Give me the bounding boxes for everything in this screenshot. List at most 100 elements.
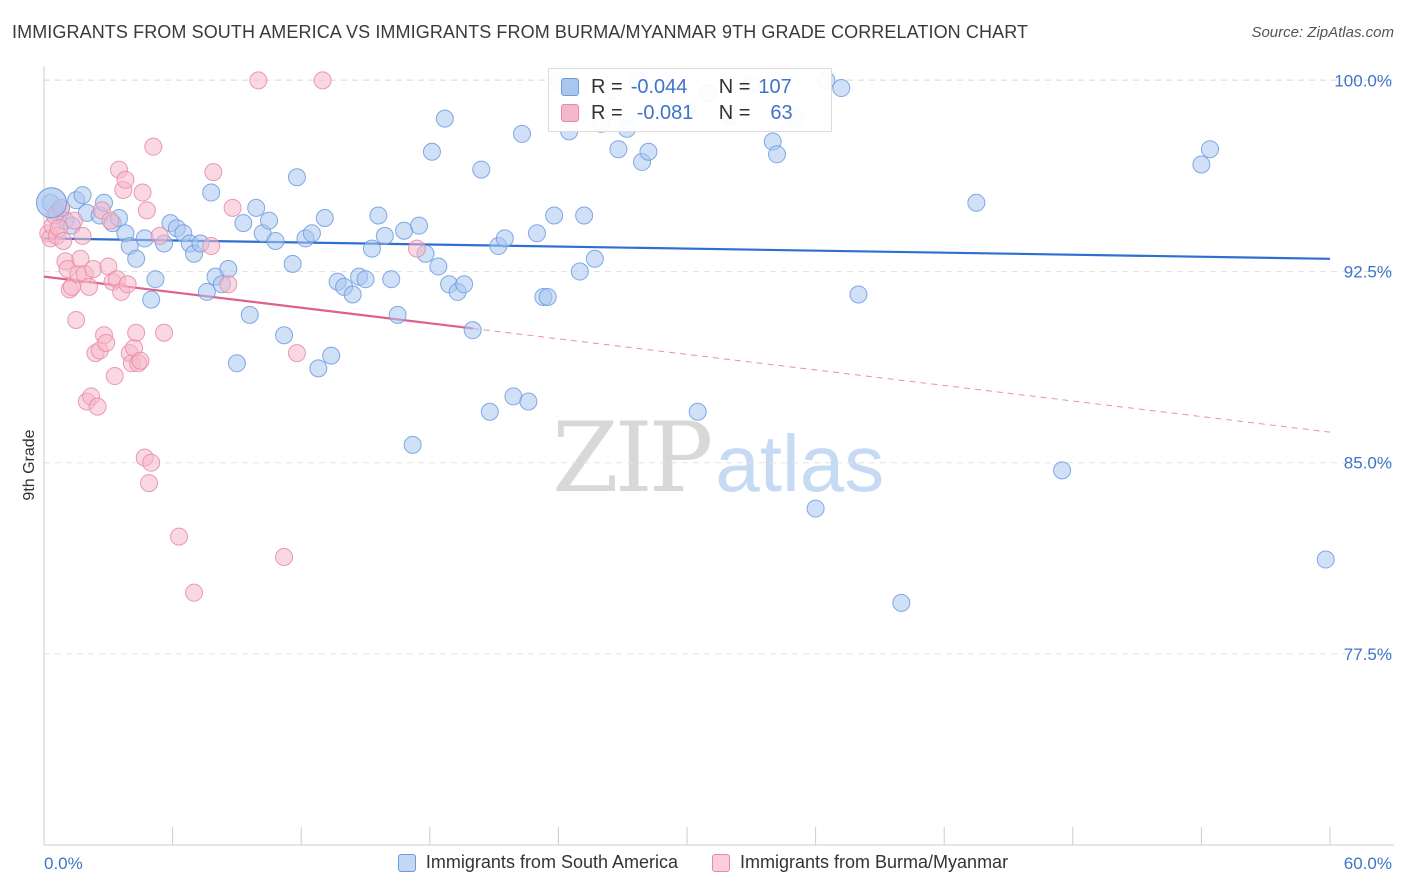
point-burma [287,344,306,363]
point-south-america [472,160,491,179]
point-south-america [1192,155,1211,174]
legend-r-value: -0.044 [630,75,688,98]
point-south-america [382,270,401,289]
tick-labels: 77.5% 85.0% 92.5% 100.0% 0.0% 60.0% [44,71,1392,873]
point-south-america [480,402,499,421]
point-burma [142,453,161,472]
point-south-america [545,206,564,225]
trend-line-south-america [43,237,1331,260]
point-south-america [688,402,707,421]
legend-row-burma: R = -0.081 N = 63 [561,101,793,125]
point-burma [249,71,268,90]
data-points [36,71,1335,612]
point-burma [275,547,294,566]
point-south-america [538,288,557,307]
point-south-america [127,249,146,268]
point-south-america [504,387,523,406]
point-south-america [234,214,253,233]
axes [43,66,1394,846]
point-burma [65,211,84,230]
point-south-america [142,290,161,309]
point-south-america [585,249,604,268]
point-burma [313,71,332,90]
point-burma [54,231,73,250]
point-south-america [410,216,429,235]
legend-r-value: -0.081 [636,101,694,124]
point-burma [170,527,189,546]
point-burma [223,198,242,217]
point-south-america [315,209,334,228]
point-south-america [146,270,165,289]
point-burma [204,163,223,182]
legend-swatch-blue [561,78,579,96]
point-south-america [429,257,448,276]
point-south-america [575,206,594,225]
legend-row-south-america: R = -0.044 N = 107 [561,75,792,99]
point-south-america [343,285,362,304]
point-south-america [302,224,321,243]
point-burma [80,277,99,296]
point-south-america [495,229,514,248]
point-burma [127,323,146,342]
point-south-america [375,226,394,245]
point-south-america-cluster [36,187,68,219]
point-south-america [275,326,294,345]
point-south-america [609,140,628,159]
point-burma [150,226,169,245]
legend: R = -0.044 N = 107 R = -0.081 N = 63 [548,68,832,132]
series-legend-burma: Immigrants from Burma/Myanmar [712,852,1008,873]
y-tick-label: 85.0% [1344,454,1392,473]
point-south-america [356,270,375,289]
point-south-america [260,211,279,230]
point-south-america [287,168,306,187]
point-south-america [463,321,482,340]
point-south-america [403,435,422,454]
point-south-america [527,224,546,243]
source-credit: Source: ZipAtlas.com [1251,24,1394,41]
point-south-america [369,206,388,225]
point-south-america [455,275,474,294]
y-tick-label: 77.5% [1344,645,1392,664]
point-south-america [388,305,407,324]
point-south-america [309,359,328,378]
watermark-atlas: atlas [715,419,885,508]
point-south-america [435,109,454,128]
point-south-america [849,285,868,304]
grid-lines [44,79,1394,655]
point-burma [407,239,426,258]
point-south-america [806,499,825,518]
legend-n-label: N = [718,75,751,98]
point-burma [105,367,124,386]
point-burma [185,583,204,602]
point-burma [101,211,120,230]
point-south-america [967,193,986,212]
watermark-zip: ZIP [552,402,713,514]
point-burma [133,183,152,202]
series-label: Immigrants from Burma/Myanmar [740,852,1009,872]
point-south-america [768,145,787,164]
point-burma [97,333,116,352]
point-south-america [362,239,381,258]
legend-n-value: 107 [758,75,792,98]
point-burma [73,226,92,245]
point-south-america [1316,550,1335,569]
point-south-america [219,259,238,278]
y-tick-label: 100.0% [1334,71,1392,90]
point-south-america [73,186,92,205]
y-axis-label: 9th Grade [21,429,38,500]
legend-r-label: R = [591,101,623,124]
point-burma [144,137,163,156]
point-south-america [202,183,221,202]
point-burma [155,323,174,342]
point-south-america [227,354,246,373]
point-burma [131,351,150,370]
point-burma [202,237,221,256]
point-south-america [135,229,154,248]
point-south-america [422,142,441,161]
point-south-america [570,262,589,281]
point-burma [67,310,86,329]
x-tick-label: 60.0% [1344,854,1392,873]
legend-swatch-pink [561,104,579,122]
point-south-america [832,79,851,98]
